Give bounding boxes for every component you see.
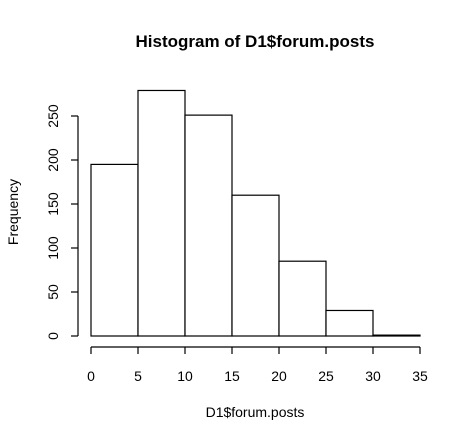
x-axis-label: D1$forum.posts [206, 404, 305, 420]
chart-title: Histogram of D1$forum.posts [136, 32, 375, 51]
y-tick-label-150: 150 [45, 192, 61, 216]
x-tick-label-30: 30 [365, 368, 381, 384]
histogram-bar-30-35 [372, 334, 421, 337]
histogram-bar-15-20 [231, 194, 280, 337]
histogram-bar-0-5 [90, 163, 139, 337]
histogram-bar-25-30 [325, 309, 374, 337]
x-axis: 0 5 10 15 20 25 30 35 [87, 346, 428, 384]
x-tick-label-20: 20 [271, 368, 287, 384]
y-tick-label-100: 100 [45, 236, 61, 260]
x-tick-label-10: 10 [177, 368, 193, 384]
y-axis: 0 50 100 150 200 250 [45, 104, 79, 340]
y-tick-label-0: 0 [45, 332, 61, 340]
y-tick-label-50: 50 [45, 284, 61, 300]
x-tick-label-0: 0 [87, 368, 95, 384]
x-tick-label-35: 35 [412, 368, 428, 384]
x-tick-label-15: 15 [224, 368, 240, 384]
histogram-bar-20-25 [278, 260, 327, 337]
histogram-bar-5-10 [137, 89, 186, 337]
histogram-bar-10-15 [184, 114, 233, 337]
y-tick-label-250: 250 [45, 104, 61, 128]
bars-group [90, 89, 421, 337]
x-tick-label-25: 25 [318, 368, 334, 384]
y-tick-label-200: 200 [45, 148, 61, 172]
x-tick-label-5: 5 [134, 368, 142, 384]
y-axis-label: Frequency [5, 179, 21, 245]
